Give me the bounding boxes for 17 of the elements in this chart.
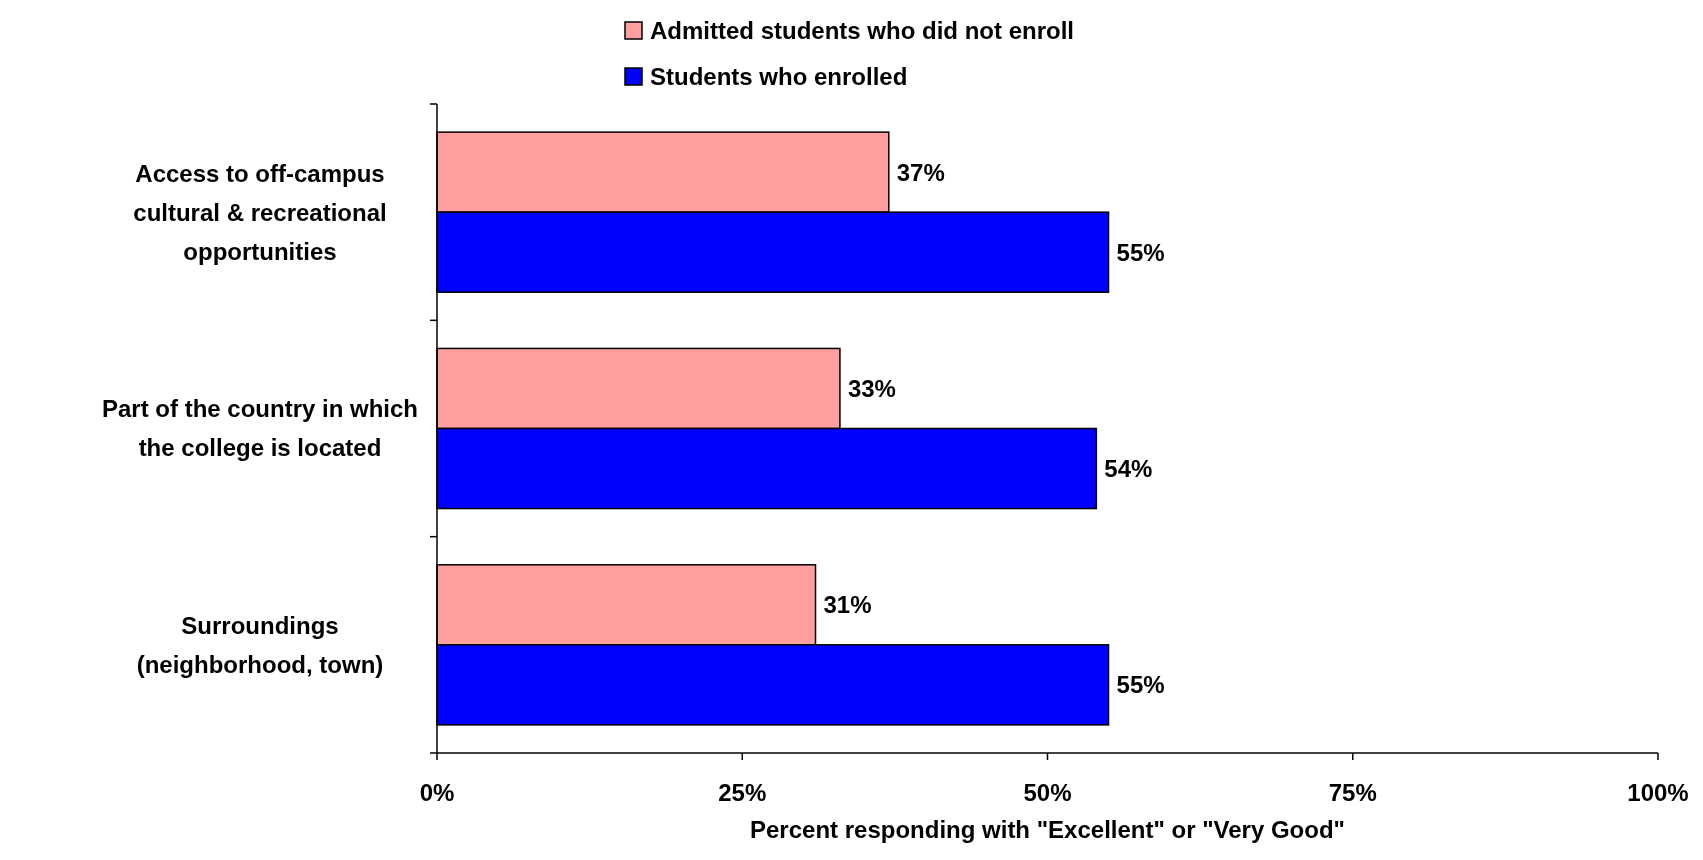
y-tick-label: Access to off-campus cultural & recreational opportunities — [133, 159, 387, 265]
legend-label: Students who enrolled — [650, 63, 908, 91]
data-label: 55% — [1116, 671, 1165, 699]
data-label: 54% — [1104, 454, 1153, 482]
data-label: 55% — [1116, 238, 1165, 266]
y-tick-label: Part of the country in which the college is located — [101, 395, 419, 462]
data-label: 33% — [847, 374, 896, 402]
data-label: 37% — [896, 158, 945, 186]
x-tick-label: 75% — [1328, 779, 1377, 806]
x-tick-label: 50% — [1023, 779, 1072, 806]
legend-label: Admitted students who did not enroll — [650, 17, 1074, 45]
x-tick-label: 25% — [718, 779, 767, 806]
x-tick-label: 100% — [1627, 779, 1689, 806]
x-axis-title: Percent responding with "Excellent" or "Very Good" — [750, 816, 1345, 843]
y-tick-label: Surroundings (neighborhood, town) — [136, 611, 384, 678]
data-label: 31% — [823, 591, 872, 619]
x-tick-label: 0% — [419, 779, 455, 806]
